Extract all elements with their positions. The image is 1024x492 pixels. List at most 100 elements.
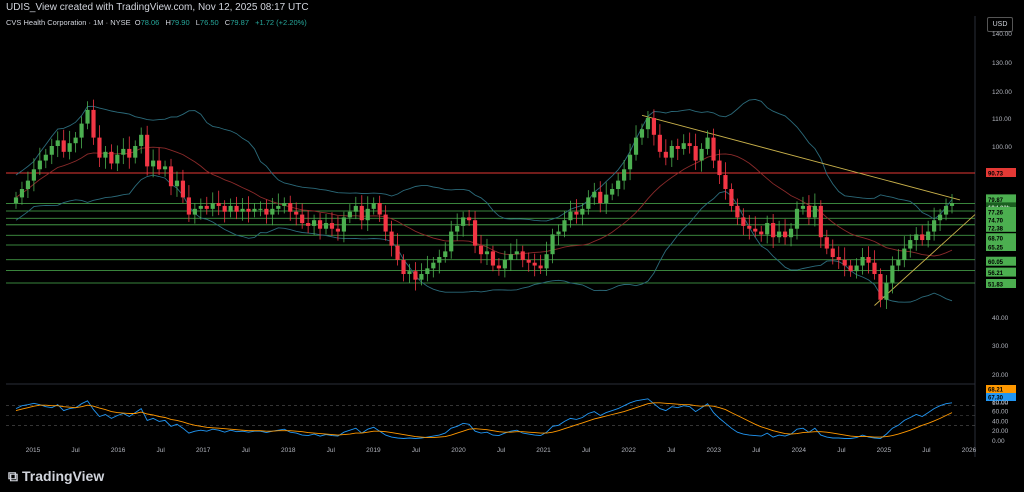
candle-body <box>323 223 329 229</box>
time-tick-label: Jul <box>752 447 761 454</box>
candle-body <box>139 134 144 146</box>
candle-body <box>723 175 728 190</box>
candle-body <box>496 265 501 269</box>
moving-average-line <box>15 146 953 257</box>
candle-body <box>884 282 889 300</box>
currency-button[interactable]: USD <box>987 17 1013 32</box>
candle-body <box>687 143 692 146</box>
candle-body <box>133 146 138 158</box>
candle-body <box>705 137 710 149</box>
candle-body <box>198 205 203 209</box>
candle-body <box>43 154 48 161</box>
candle-body <box>520 251 525 260</box>
tradingview-logo-text: TradingView <box>22 468 105 484</box>
candle-body <box>222 205 227 212</box>
candle-body <box>806 205 812 218</box>
candle-body <box>741 217 746 226</box>
time-tick-label: 2021 <box>536 447 551 454</box>
time-tick-label: Jul <box>412 447 421 454</box>
candle-body <box>174 180 180 187</box>
candle-body <box>37 160 42 170</box>
candle-body <box>908 240 913 249</box>
change-value: +1.72 (+2.20%) <box>255 18 307 27</box>
candle-body <box>735 205 740 218</box>
price-label-box <box>986 267 1016 277</box>
candle-body <box>800 205 806 209</box>
price-label-box <box>986 222 1016 232</box>
candle-body <box>598 191 603 203</box>
candle-body <box>300 214 305 224</box>
low-label: L <box>195 18 200 27</box>
candle-body <box>556 231 561 235</box>
candle-body <box>747 225 752 229</box>
candle-body <box>329 223 335 229</box>
candle-body <box>616 180 621 190</box>
candle-body <box>717 160 722 176</box>
price-tick-label: 140.00 <box>992 31 1012 38</box>
price-tick-label: 30.00 <box>992 343 1009 350</box>
candle-body <box>693 146 698 161</box>
rsi-tick-label: 20.00 <box>992 428 1009 435</box>
candle-body <box>651 118 656 135</box>
candle-body <box>455 225 460 232</box>
price-label-box <box>986 242 1016 252</box>
symbol-name[interactable]: CVS Health Corporation · 1M · NYSE <box>6 18 131 27</box>
chart-overlays <box>6 98 976 306</box>
candle-body <box>610 189 615 195</box>
price-tick-label: 110.00 <box>992 116 1012 123</box>
candle-body <box>830 248 835 258</box>
candle-body <box>73 137 78 144</box>
candle-body <box>532 262 537 266</box>
rsi-tick-label: 40.00 <box>992 418 1009 425</box>
candle-body <box>425 268 430 275</box>
price-label: 72.38 <box>988 226 1004 232</box>
candle-body <box>627 154 633 170</box>
candle-body <box>55 140 60 146</box>
candle-body <box>777 231 782 238</box>
candle-body <box>270 208 275 215</box>
candle-body <box>538 265 543 269</box>
tradingview-logo-icon: ⧉ <box>8 468 18 484</box>
time-tick-label: Jul <box>156 447 165 454</box>
candle-body <box>288 203 293 212</box>
candle-body <box>890 265 895 283</box>
tradingview-logo[interactable]: ⧉ TradingView <box>8 468 104 485</box>
time-tick-label: Jul <box>242 447 251 454</box>
candle-body <box>568 211 573 221</box>
time-tick-label: 2025 <box>877 447 892 454</box>
candle-body <box>699 148 704 161</box>
time-tick-label: Jul <box>71 447 80 454</box>
bollinger-upper-band <box>15 98 953 222</box>
candle-body <box>836 257 841 260</box>
candle-body <box>878 274 883 300</box>
candle-body <box>949 203 955 206</box>
candle-body <box>145 134 150 167</box>
candle-body <box>657 134 662 152</box>
candle-body <box>866 257 871 263</box>
footer-bar <box>0 457 1024 492</box>
price-label: 77.26 <box>988 211 1004 217</box>
time-tick-label: 2022 <box>621 447 636 454</box>
price-label: 60.05 <box>988 260 1004 266</box>
price-label-box <box>986 233 1016 243</box>
time-tick-label: 2019 <box>366 447 381 454</box>
candle-body <box>401 259 406 275</box>
ascending-trendline <box>874 214 976 306</box>
candle-body <box>306 223 311 226</box>
price-label-box <box>986 194 1016 204</box>
candle-body <box>156 160 162 170</box>
candle-body <box>216 203 221 206</box>
time-tick-label: Jul <box>327 447 336 454</box>
rsi-tick-label: 60.00 <box>992 409 1009 416</box>
time-tick-label: Jul <box>497 447 506 454</box>
candle-body <box>848 265 853 272</box>
candle-body <box>353 205 358 212</box>
rsi-label-box <box>986 393 1016 401</box>
candle-body <box>902 248 907 260</box>
candle-body <box>842 259 847 266</box>
candle-body <box>574 211 579 215</box>
price-tick-label: 100.00 <box>992 144 1012 151</box>
candle-body <box>204 205 209 209</box>
candle-body <box>180 180 186 198</box>
